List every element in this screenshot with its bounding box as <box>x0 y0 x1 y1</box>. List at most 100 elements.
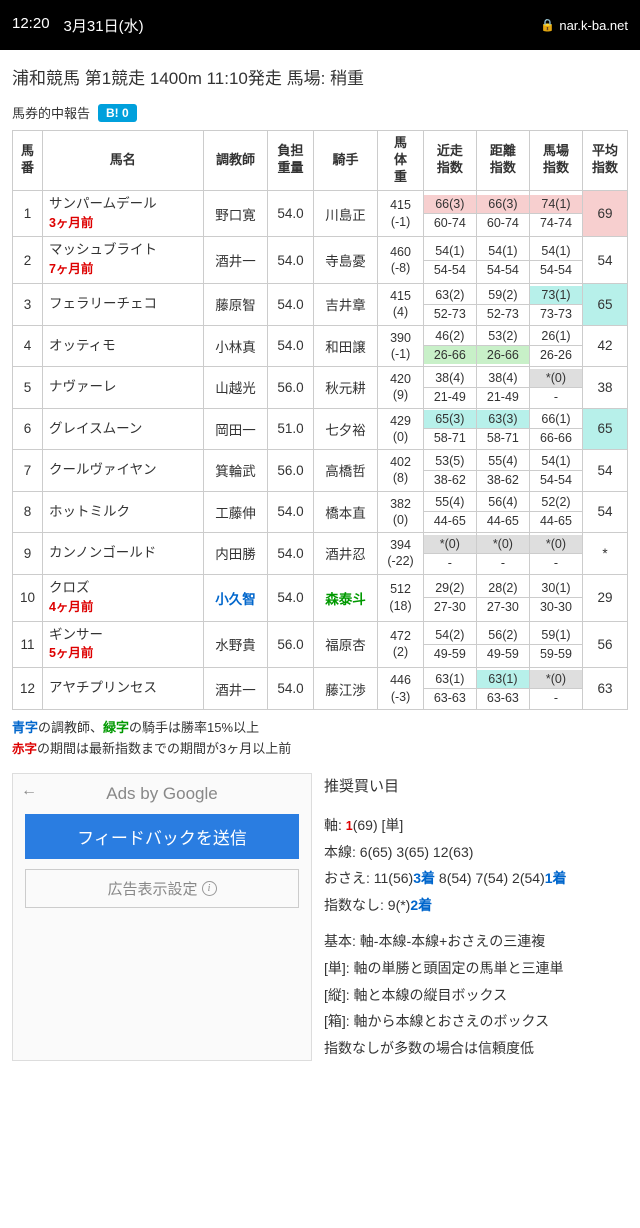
ads-settings-button[interactable]: 広告表示設定 i <box>25 869 299 908</box>
body-weight: 402(8) <box>378 450 423 492</box>
col-header: 距離指数 <box>476 131 529 191</box>
avg-idx: 63 <box>583 668 628 710</box>
horse-num: 1 <box>13 190 43 237</box>
idx-cell: 66(3) 60-74 <box>423 190 476 237</box>
weight: 54.0 <box>268 533 313 575</box>
table-row[interactable]: 5 ナヴァーレ 山越光 56.0 秋元耕 420(9) 38(4) 21-49 … <box>13 367 628 409</box>
idx-cell: 38(4) 21-49 <box>423 367 476 409</box>
info-icon: i <box>202 881 217 896</box>
jockey: 寺島憂 <box>313 237 378 284</box>
idx-cell: 56(4) 44-65 <box>476 491 529 533</box>
avg-idx: 65 <box>583 284 628 326</box>
jockey: 和田譲 <box>313 325 378 367</box>
trainer: 工藤伸 <box>203 491 268 533</box>
weight: 54.0 <box>268 237 313 284</box>
horse-num: 4 <box>13 325 43 367</box>
horse-num: 2 <box>13 237 43 284</box>
table-row[interactable]: 10 クロズ4ヶ月前 小久智 54.0 森泰斗 512(18) 29(2) 27… <box>13 574 628 621</box>
weight: 54.0 <box>268 325 313 367</box>
table-row[interactable]: 6 グレイスムーン 岡田一 51.0 七夕裕 429(0) 65(3) 58-7… <box>13 408 628 450</box>
col-header: 負担重量 <box>268 131 313 191</box>
jockey: 酒井忍 <box>313 533 378 575</box>
horse-num: 12 <box>13 668 43 710</box>
avg-idx: 56 <box>583 621 628 668</box>
weight: 56.0 <box>268 450 313 492</box>
idx-cell: 54(2) 49-59 <box>423 621 476 668</box>
col-header: 馬番 <box>13 131 43 191</box>
table-row[interactable]: 2 マッシュブライト7ヶ月前 酒井一 54.0 寺島憂 460(-8) 54(1… <box>13 237 628 284</box>
avg-idx: 65 <box>583 408 628 450</box>
idx-cell: 74(1) 74-74 <box>529 190 582 237</box>
recommendation: 推奨買い目 軸: 1(69) [単] 本線: 6(65) 3(65) 12(63… <box>324 773 628 1061</box>
ads-back-icon[interactable]: ← <box>21 782 37 800</box>
report-label: 馬券的中報告 <box>12 103 90 122</box>
idx-cell: 28(2) 27-30 <box>476 574 529 621</box>
col-header: 騎手 <box>313 131 378 191</box>
horse-name: クールヴァイヤン <box>42 450 203 492</box>
table-row[interactable]: 4 オッティモ 小林真 54.0 和田譲 390(-1) 46(2) 26-66… <box>13 325 628 367</box>
horse-name: グレイスムーン <box>42 408 203 450</box>
trainer: 小林真 <box>203 325 268 367</box>
horse-name: マッシュブライト7ヶ月前 <box>42 237 203 284</box>
avg-idx: 69 <box>583 190 628 237</box>
table-row[interactable]: 3 フェラリーチェコ 藤原智 54.0 吉井章 415(4) 63(2) 52-… <box>13 284 628 326</box>
table-row[interactable]: 8 ホットミルク 工藤伸 54.0 橋本直 382(0) 55(4) 44-65… <box>13 491 628 533</box>
table-row[interactable]: 11 ギンサー5ヶ月前 水野貴 56.0 福原杏 472(2) 54(2) 49… <box>13 621 628 668</box>
idx-cell: 52(2) 44-65 <box>529 491 582 533</box>
weight: 54.0 <box>268 284 313 326</box>
idx-cell: 63(1) 63-63 <box>476 668 529 710</box>
idx-cell: 53(2) 26-66 <box>476 325 529 367</box>
ads-feedback-button[interactable]: フィードバックを送信 <box>25 814 299 859</box>
avg-idx: * <box>583 533 628 575</box>
idx-cell: *(0) - <box>529 367 582 409</box>
idx-cell: 54(1) 54-54 <box>529 450 582 492</box>
horse-name: サンパームデール3ヶ月前 <box>42 190 203 237</box>
ads-box: ← Ads by Google フィードバックを送信 広告表示設定 i <box>12 773 312 1061</box>
trainer: 岡田一 <box>203 408 268 450</box>
weight: 54.0 <box>268 668 313 710</box>
trainer: 箕輪武 <box>203 450 268 492</box>
recommend-title: 推奨買い目 <box>324 773 628 802</box>
horse-num: 7 <box>13 450 43 492</box>
lock-icon: 🔒 <box>540 18 555 32</box>
jockey: 七夕裕 <box>313 408 378 450</box>
body-weight: 390(-1) <box>378 325 423 367</box>
body-weight: 460(-8) <box>378 237 423 284</box>
legend-green: 緑字 <box>103 720 129 735</box>
table-row[interactable]: 7 クールヴァイヤン 箕輪武 56.0 高橋哲 402(8) 53(5) 38-… <box>13 450 628 492</box>
idx-cell: 63(1) 63-63 <box>423 668 476 710</box>
status-time: 12:20 <box>12 15 50 36</box>
body-weight: 382(0) <box>378 491 423 533</box>
horse-name: フェラリーチェコ <box>42 284 203 326</box>
horse-num: 9 <box>13 533 43 575</box>
horse-name: ギンサー5ヶ月前 <box>42 621 203 668</box>
trainer: 野口寛 <box>203 190 268 237</box>
race-title: 浦和競馬 第1競走 1400m 11:10発走 馬場: 稍重 <box>12 64 628 89</box>
horse-num: 10 <box>13 574 43 621</box>
body-weight: 512(18) <box>378 574 423 621</box>
horse-num: 5 <box>13 367 43 409</box>
table-row[interactable]: 12 アヤチプリンセス 酒井一 54.0 藤江渉 446(-3) 63(1) 6… <box>13 668 628 710</box>
weight: 51.0 <box>268 408 313 450</box>
idx-cell: 66(1) 66-66 <box>529 408 582 450</box>
trainer: 山越光 <box>203 367 268 409</box>
weight: 54.0 <box>268 574 313 621</box>
idx-cell: 63(2) 52-73 <box>423 284 476 326</box>
jockey: 森泰斗 <box>313 574 378 621</box>
body-weight: 446(-3) <box>378 668 423 710</box>
body-weight: 415(4) <box>378 284 423 326</box>
weight: 56.0 <box>268 621 313 668</box>
table-row[interactable]: 9 カンノンゴールド 内田勝 54.0 酒井忍 394(-22) *(0) - … <box>13 533 628 575</box>
idx-cell: 54(1) 54-54 <box>423 237 476 284</box>
body-weight: 420(9) <box>378 367 423 409</box>
idx-cell: *(0) - <box>476 533 529 575</box>
avg-idx: 29 <box>583 574 628 621</box>
jockey: 秋元耕 <box>313 367 378 409</box>
horse-num: 3 <box>13 284 43 326</box>
body-weight: 472(2) <box>378 621 423 668</box>
hatena-badge[interactable]: B! 0 <box>98 104 137 122</box>
idx-cell: 38(4) 21-49 <box>476 367 529 409</box>
table-row[interactable]: 1 サンパームデール3ヶ月前 野口寛 54.0 川島正 415(-1) 66(3… <box>13 190 628 237</box>
idx-cell: 55(4) 38-62 <box>476 450 529 492</box>
legend: 青字の調教師、緑字の騎手は勝率15%以上 赤字の期間は最新指数までの期間が3ヶ月… <box>12 718 628 760</box>
